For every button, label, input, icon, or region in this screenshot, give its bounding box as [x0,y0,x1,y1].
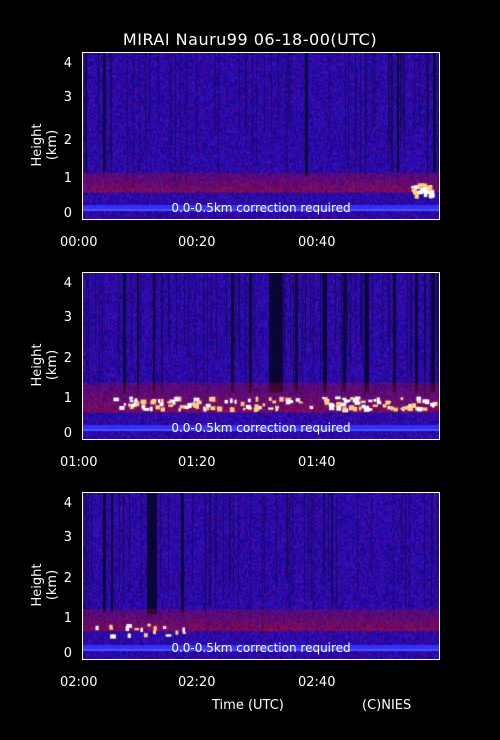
heatmap-panel-1: 0.0-0.5km correction required [82,52,440,220]
correction-note-1: 0.0-0.5km correction required [171,201,351,215]
y-axis-label-3: Height (km) [30,563,60,607]
heatmap-panel-2: 0.0-0.5km correction required [82,272,440,440]
x-tick-1-2: 00:40 [298,235,336,250]
y-tick-3-0: 0 [63,646,72,661]
y-tick-1-2: 2 [63,133,72,148]
x-tick-2-2: 01:40 [298,455,336,470]
heatmap-panel-3: 0.0-0.5km correction required [82,492,440,660]
y-tick-2-0: 0 [63,426,72,441]
x-tick-1-0: 00:00 [60,235,98,250]
y-tick-3-4: 4 [63,496,72,511]
y-tick-1-4: 4 [63,56,72,71]
x-tick-3-1: 02:20 [178,675,216,690]
x-tick-3-0: 02:00 [60,675,98,690]
x-tick-2-1: 01:20 [178,455,216,470]
credit-label: (C)NIES [362,698,412,713]
y-tick-2-4: 4 [63,276,72,291]
y-tick-1-0: 0 [63,206,72,221]
x-tick-3-2: 02:40 [298,675,336,690]
y-tick-1-3: 3 [63,90,72,105]
x-tick-2-0: 01:00 [60,455,98,470]
heatmap-canvas-2 [83,273,439,439]
y-tick-3-1: 1 [63,611,72,626]
chart-title: MIRAI Nauru99 06-18-00(UTC) [122,30,378,49]
heatmap-canvas-1 [83,53,439,219]
x-tick-1-1: 00:20 [178,235,216,250]
y-tick-2-2: 2 [63,351,72,366]
correction-note-2: 0.0-0.5km correction required [171,421,351,435]
y-tick-2-1: 1 [63,391,72,406]
y-axis-label-1: Height (km) [30,123,60,167]
y-axis-label-2: Height (km) [30,343,60,387]
heatmap-canvas-3 [83,493,439,659]
y-tick-3-3: 3 [63,530,72,545]
y-tick-1-1: 1 [63,171,72,186]
y-tick-2-3: 3 [63,310,72,325]
y-tick-3-2: 2 [63,571,72,586]
correction-note-3: 0.0-0.5km correction required [171,641,351,655]
x-axis-label: Time (UTC) [212,698,284,713]
